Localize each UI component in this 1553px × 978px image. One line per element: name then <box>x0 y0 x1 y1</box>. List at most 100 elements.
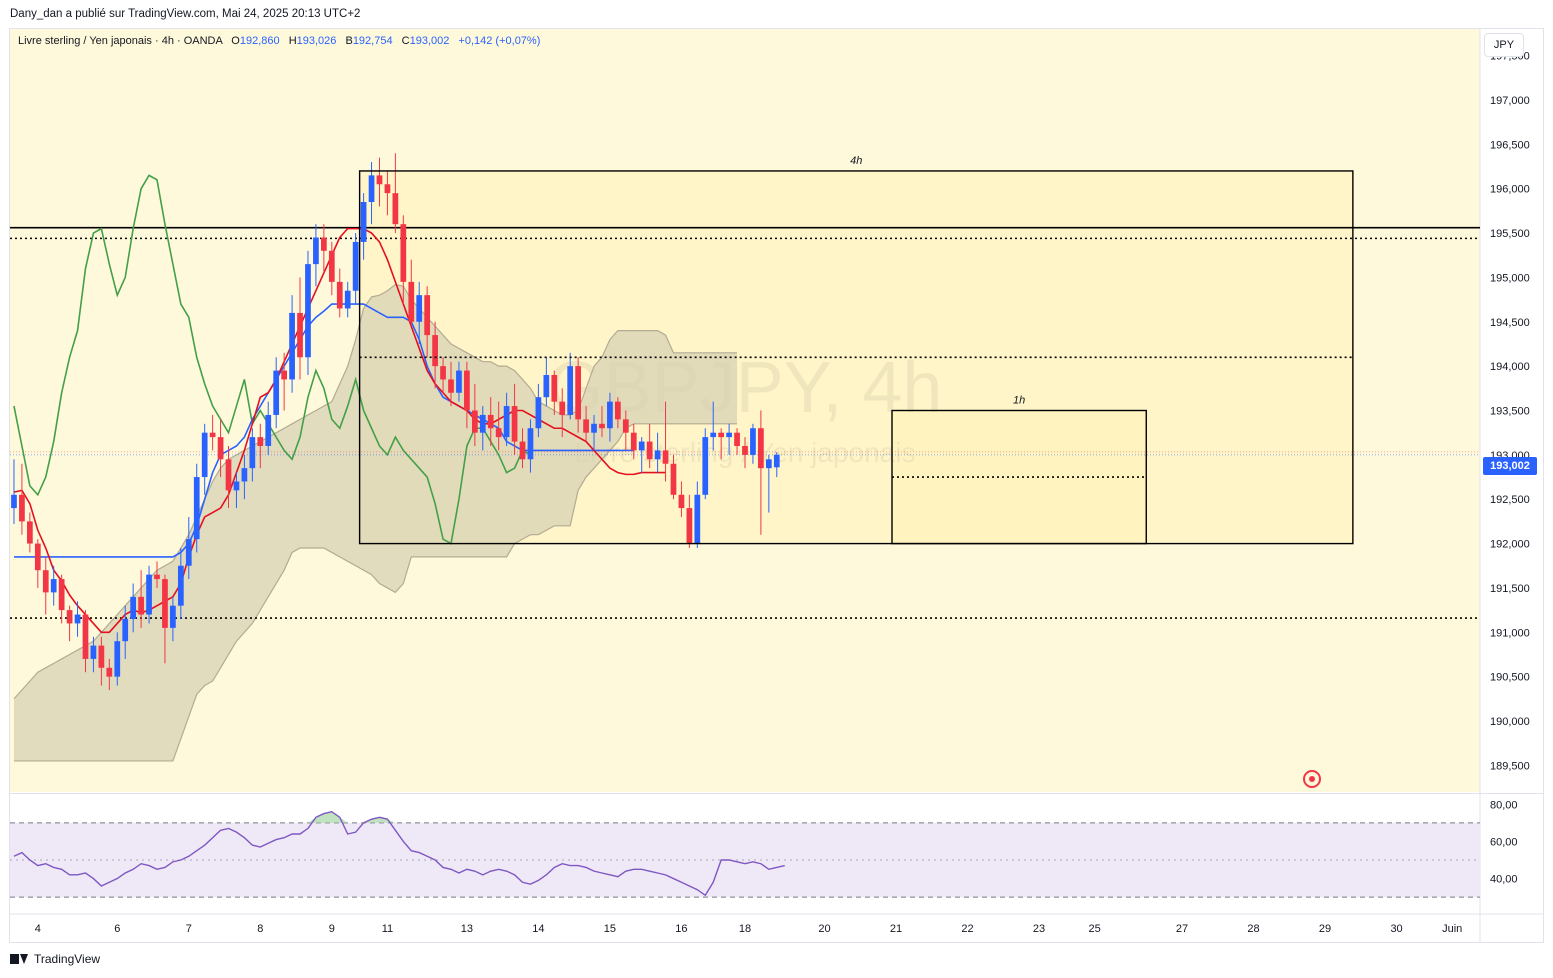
tradingview-logo-icon <box>10 953 28 965</box>
time-tick-label: 27 <box>1176 923 1188 935</box>
candle-body <box>19 494 25 522</box>
price-tick-label: 195,500 <box>1490 228 1530 240</box>
candle-body <box>416 295 423 322</box>
candle-body <box>289 312 295 380</box>
price-tick-label: 196,500 <box>1490 139 1530 151</box>
change-value: +0,142 (+0,07%) <box>458 35 541 47</box>
currency-button[interactable]: JPY <box>1484 33 1524 57</box>
candle-body <box>249 437 256 469</box>
candle-body <box>265 414 272 446</box>
close-value: 193,002 <box>409 35 450 47</box>
candle-body <box>27 521 33 544</box>
footer-brand: TradingView <box>34 952 101 966</box>
candle-body <box>686 508 693 544</box>
candle-body <box>233 481 240 491</box>
candle-body <box>98 645 105 668</box>
time-tick-label: 22 <box>961 923 973 935</box>
price-tick-label: 189,500 <box>1490 760 1530 772</box>
rsi-overbought-fill <box>307 811 348 823</box>
candle-body <box>11 494 17 509</box>
candle-body <box>408 281 415 322</box>
candle-body <box>694 494 701 544</box>
candle-body <box>638 441 645 451</box>
candle-body <box>551 375 558 402</box>
candle-body <box>344 290 351 309</box>
close-label: C <box>401 35 410 47</box>
candle-body <box>400 224 407 282</box>
time-tick-label: 30 <box>1390 923 1402 935</box>
candle-body <box>773 454 780 468</box>
time-tick-label: 16 <box>675 923 687 935</box>
candle-body <box>607 401 613 429</box>
time-tick-label: 11 <box>382 923 393 935</box>
price-tick-label: 192,500 <box>1490 494 1530 506</box>
candle-body <box>162 579 168 628</box>
candle-body <box>376 175 383 185</box>
candle-body <box>138 596 144 615</box>
time-tick-label: Juin <box>1442 923 1462 935</box>
candle-body <box>384 184 391 194</box>
time-tick-label: 14 <box>532 923 544 935</box>
candle-body <box>106 667 113 677</box>
candle-body <box>479 414 486 433</box>
candle-body <box>66 610 73 624</box>
candle-body <box>678 494 685 509</box>
price-tick-label: 192,000 <box>1490 539 1530 551</box>
candle-body <box>750 428 756 455</box>
candle-body <box>297 312 303 358</box>
candle-body <box>765 459 772 469</box>
candle-body <box>122 618 129 642</box>
time-tick-label: 29 <box>1319 923 1331 935</box>
lagging-span-line <box>13 174 531 545</box>
rsi-tick-label: 80,00 <box>1490 799 1518 811</box>
candle-body <box>305 264 311 358</box>
candle-body <box>336 281 343 309</box>
candle-body <box>321 237 327 251</box>
open-label: O <box>231 35 240 47</box>
low-value: 192,754 <box>352 35 393 47</box>
target-icon[interactable] <box>1303 770 1321 788</box>
candle-body <box>201 432 208 478</box>
candle-body <box>615 401 621 420</box>
candle-body <box>352 241 359 291</box>
zone-label-1h: 1h <box>1013 395 1025 407</box>
time-tick-label: 9 <box>329 923 335 935</box>
main-pane-layer: GBPJPY, 4hLivre sterling / Yen japonais4… <box>10 153 1480 762</box>
candle-body <box>543 375 550 398</box>
time-tick-label: 7 <box>186 923 192 935</box>
candle-body <box>702 437 709 495</box>
candle-body <box>742 445 748 455</box>
candle-body <box>114 641 121 677</box>
time-tick-label: 20 <box>818 923 830 935</box>
candle-body <box>527 428 534 460</box>
candle-body <box>424 295 431 336</box>
candle-body <box>42 570 49 593</box>
candle-body <box>464 370 470 411</box>
time-tick-label: 15 <box>604 923 616 935</box>
candle-body <box>646 441 653 460</box>
price-tick-label: 191,500 <box>1490 583 1530 595</box>
price-tick-label: 193,500 <box>1490 406 1530 418</box>
publish-header: Dany_dan a publié sur TradingView.com, M… <box>0 0 1553 28</box>
candle-body <box>567 366 574 415</box>
candle-body <box>559 401 566 415</box>
candle-body <box>193 477 200 540</box>
zone-label-4h: 4h <box>850 155 862 167</box>
candle-body <box>662 450 669 464</box>
candle-body <box>170 605 176 628</box>
candle-body <box>630 432 637 451</box>
candle-body <box>575 366 581 420</box>
symbol-description: Livre sterling / Yen japonais · 4h · OAN… <box>18 35 223 47</box>
ichimoku-cloud <box>13 284 738 761</box>
time-tick-label: 18 <box>739 923 751 935</box>
candle-body <box>34 543 41 571</box>
conversion-line <box>13 227 666 634</box>
candle-body <box>432 335 438 367</box>
candle-body <box>273 370 280 415</box>
time-tick-label: 21 <box>890 923 902 935</box>
candle-body <box>209 432 216 438</box>
time-tick-label: 8 <box>257 923 263 935</box>
candle-body <box>257 437 264 446</box>
time-tick-label: 25 <box>1088 923 1100 935</box>
